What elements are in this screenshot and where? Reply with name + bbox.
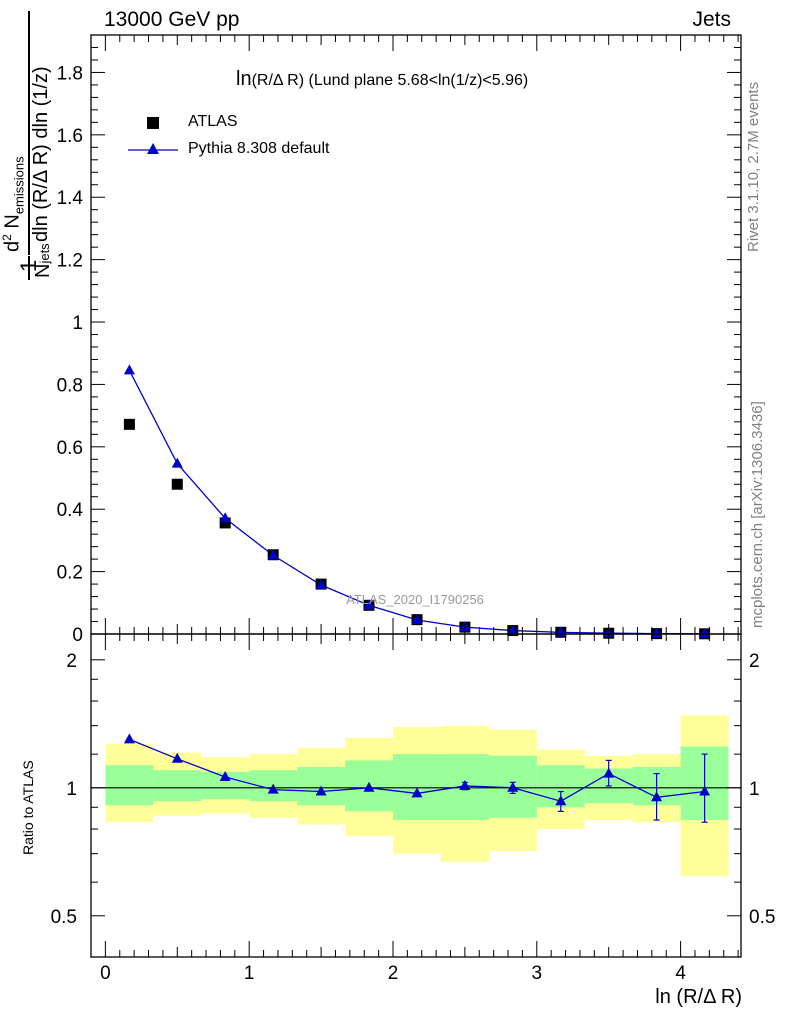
plot-title: ln(R/Δ R) (Lund plane 5.68<ln(1/z)<5.96)	[236, 68, 528, 91]
atlas-point	[123, 418, 135, 430]
x-tick-label: 4	[675, 963, 686, 984]
pythia-point	[267, 549, 279, 560]
legend-pythia-label: Pythia 8.308 default	[188, 140, 330, 157]
plot-title-ln: ln	[236, 68, 252, 90]
main-y-tick-label: 1.2	[57, 251, 83, 272]
ratio-point	[651, 791, 663, 802]
main-frame	[90, 34, 742, 635]
ratio-point	[267, 783, 279, 794]
x-tick-label: 3	[532, 963, 543, 984]
pythia-point	[363, 599, 375, 610]
ratio-point	[123, 733, 135, 744]
ratio-point	[459, 779, 471, 790]
pythia-point	[699, 627, 711, 638]
ratio-y-tick-label-right: 1	[749, 779, 760, 800]
main-y-tick-label: 1.4	[57, 188, 84, 209]
ratio-point	[219, 771, 231, 782]
band-green-bin	[153, 770, 202, 802]
ratio-point	[171, 752, 183, 763]
main-y-tick-label: 0.8	[57, 375, 83, 396]
main-y-zero-label: 0	[72, 625, 83, 646]
atlas-point	[219, 517, 231, 529]
ratio-point	[507, 781, 519, 792]
pythia-point	[651, 627, 663, 638]
main-y-tick-label: 0.4	[57, 500, 84, 521]
main-y-tick-label: 1.6	[57, 126, 83, 147]
plot-title-ratio: (R/Δ R)	[251, 72, 305, 89]
pythia-point	[219, 512, 231, 523]
plot-title-selection: (Lund plane 5.68<ln(1/z)<5.96)	[304, 72, 529, 89]
ratio-y-tick-label: 2	[66, 651, 77, 672]
ratio-point	[699, 785, 711, 796]
x-tick-label: 2	[388, 963, 399, 984]
ratio-point	[555, 795, 567, 806]
process-label: Jets	[692, 8, 731, 31]
ratio-series	[123, 733, 711, 823]
energy-label: 13000 GeV pp	[104, 8, 240, 31]
pythia-point	[507, 624, 519, 635]
ratio-point	[411, 787, 423, 798]
legend-atlas-label: ATLAS	[188, 113, 238, 130]
ratio-y-tick-label: 1	[66, 779, 77, 800]
ratio-point	[603, 767, 615, 778]
main-y-tick-label: 1	[72, 313, 83, 334]
pythia-point	[123, 364, 135, 375]
legend-atlas-marker	[147, 117, 159, 129]
ratio-point	[363, 781, 375, 792]
pythia-point	[315, 579, 327, 590]
pythia-point	[411, 613, 423, 624]
axes: 0.2 0.4 0.6 0.8 1 1.2 1.4 1.6 1.8 0 0 1 2 3 4 0.5 0.5 1 1 2…	[51, 34, 775, 984]
pythia-point	[171, 457, 183, 468]
atlas-point	[171, 478, 183, 490]
x-tick-label: 0	[100, 963, 111, 984]
main-y-tick-label: 0.6	[57, 438, 83, 459]
ratio-uncertainty-bands	[105, 715, 729, 877]
band-green-bin	[105, 765, 154, 806]
band-green-bin	[392, 754, 441, 820]
legend-pythia-marker	[128, 143, 178, 154]
ratio-point	[315, 785, 327, 796]
ratio-frame	[90, 633, 742, 958]
ratio-y-tick-label: 0.5	[51, 907, 77, 928]
analysis-watermark: ATLAS_2020_I1790256	[346, 592, 484, 607]
main-y-tick-label: 0.2	[57, 563, 83, 584]
x-axis-label: ln (R/Δ R)	[655, 986, 742, 1008]
main-y-tick-label: 1.8	[57, 63, 83, 84]
ratio-y-tick-label-right: 2	[749, 651, 760, 672]
ratio-y-tick-label-right: 0.5	[749, 907, 775, 928]
x-tick-label: 1	[244, 963, 255, 984]
